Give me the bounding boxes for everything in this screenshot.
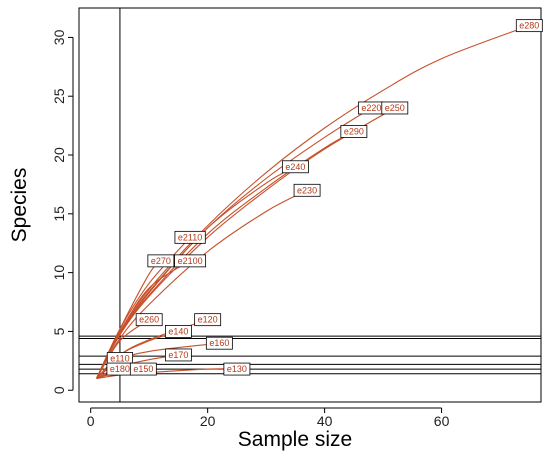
x-tick-label: 60 xyxy=(434,413,450,429)
x-axis: 0 20 40 60 xyxy=(87,407,450,429)
y-axis-title: Species xyxy=(8,168,31,243)
curve-label-box xyxy=(174,254,207,268)
x-tick-label: 40 xyxy=(317,413,333,429)
curve-label-text: e2100 xyxy=(178,256,203,266)
curve-label-box xyxy=(194,313,222,327)
curve-label-text: e230 xyxy=(297,185,317,195)
curve-label-text: e110 xyxy=(110,353,129,363)
curve-label-e160: e160 xyxy=(205,336,233,350)
curve-label-box xyxy=(147,254,175,268)
curve-label-box xyxy=(205,336,233,350)
curve-label-box xyxy=(281,160,309,174)
curve-label-text: e150 xyxy=(133,364,153,374)
curve-label-e170: e170 xyxy=(165,348,192,362)
curve-label-text: e250 xyxy=(385,103,405,113)
y-tick-label: 30 xyxy=(51,29,67,45)
curve-label-e140: e140 xyxy=(165,325,192,338)
curve-label-e280: e280 xyxy=(515,19,543,33)
curve-label-e260: e260 xyxy=(135,313,163,327)
curve-label-box xyxy=(515,19,543,33)
curve-label-box xyxy=(174,230,206,244)
curve-label-e240: e240 xyxy=(281,160,309,174)
curve-label-text: e170 xyxy=(168,350,188,360)
curve-label-text: e130 xyxy=(227,364,247,374)
y-tick-label: 20 xyxy=(51,147,67,163)
curve-label-e130: e130 xyxy=(223,362,251,376)
curve-label-box xyxy=(381,101,409,115)
x-axis-title: Sample size xyxy=(238,428,352,451)
curve-label-text: e140 xyxy=(168,326,188,336)
curve-label-e180: e180 xyxy=(106,362,134,376)
curve-e2100 xyxy=(96,260,191,379)
y-tick-label: 0 xyxy=(51,386,67,394)
x-tick-label: 20 xyxy=(200,413,216,429)
curve-e250 xyxy=(96,107,396,379)
curve-label-box xyxy=(293,183,321,197)
y-tick-label: 5 xyxy=(51,327,67,335)
curve-label-e2100: e2100 xyxy=(174,254,207,268)
curve-label-box xyxy=(135,313,163,327)
y-tick-label: 10 xyxy=(51,265,67,281)
curve-label-text: e240 xyxy=(285,162,305,172)
x-tick-label: 0 xyxy=(87,413,95,429)
curve-e230 xyxy=(96,189,308,379)
curve-label-e230: e230 xyxy=(293,183,321,197)
y-tick-label: 25 xyxy=(51,88,67,104)
curve-label-e120: e120 xyxy=(194,313,222,327)
curve-label-text: e270 xyxy=(151,256,171,266)
curve-label-text: e280 xyxy=(519,21,539,31)
curve-e220 xyxy=(96,107,372,379)
y-tick-label: 15 xyxy=(51,206,67,222)
reference-lines xyxy=(79,8,541,402)
curve-label-box xyxy=(165,348,192,362)
curve-label-e2110: e2110 xyxy=(174,230,206,244)
curve-label-e250: e250 xyxy=(381,101,409,115)
curve-label-text: e260 xyxy=(139,315,159,325)
curve-label-text: e180 xyxy=(110,364,130,374)
curve-label-text: e290 xyxy=(344,126,364,136)
curve-label-e220: e220 xyxy=(357,101,385,115)
curve-label-box xyxy=(340,125,368,138)
curve-e240 xyxy=(96,166,296,379)
curve-labels: e280 e220 e250 e290 e240 e230 e2110 e270 e2100 e2… xyxy=(106,19,543,376)
curve-label-e270: e270 xyxy=(147,254,175,268)
curve-label-e150: e150 xyxy=(129,362,157,376)
curve-label-text: e2110 xyxy=(178,232,202,242)
curve-label-text: e220 xyxy=(361,103,381,113)
curve-label-e290: e290 xyxy=(340,125,368,138)
y-axis: 0 5 10 15 20 25 30 xyxy=(51,29,74,394)
curve-label-text: e160 xyxy=(209,338,229,348)
plot-area-frame xyxy=(78,7,542,403)
curve-label-box xyxy=(129,362,157,376)
curve-label-box xyxy=(223,362,251,376)
curve-label-text: e120 xyxy=(198,315,218,325)
curve-label-box xyxy=(165,325,192,338)
